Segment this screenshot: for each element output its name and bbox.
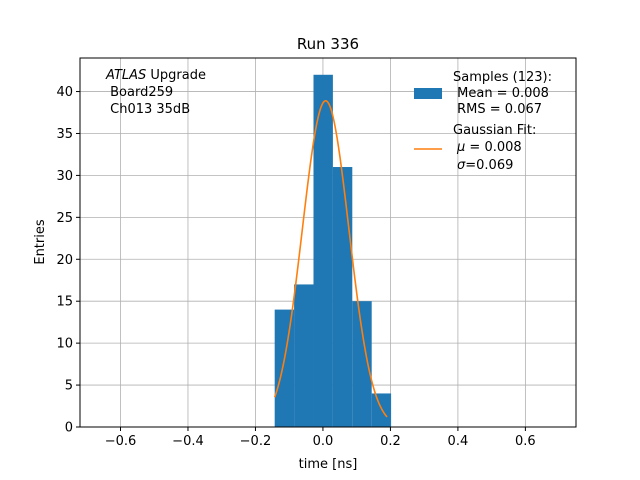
gaussian-fit-curve <box>273 99 388 418</box>
legend-sigma-value: =0.069 <box>465 158 513 173</box>
x-tick-label: 0.0 <box>313 434 334 449</box>
y-tick-label: 40 <box>56 85 73 100</box>
legend-samples-mean: Mean = 0.008 <box>453 86 549 101</box>
y-tick-label: 0 <box>65 421 73 436</box>
annotation-upgrade: Upgrade <box>146 68 206 83</box>
annotation-line-1: ATLAS Upgrade <box>105 68 206 83</box>
x-tick-label: 0.6 <box>515 434 536 449</box>
x-axis-label: time [ns] <box>299 457 358 472</box>
legend-sigma-symbol: σ <box>457 158 466 173</box>
histogram-bar <box>332 167 353 428</box>
x-tick-label: 0.4 <box>448 434 469 449</box>
y-tick-label: 25 <box>56 211 73 226</box>
plot-frame <box>79 57 577 428</box>
y-axis-ticks: 0 5 10 15 20 25 30 35 40 <box>56 85 80 436</box>
atlas-annotation: ATLAS Upgrade Board259 Ch013 35dB <box>105 68 206 117</box>
y-tick-label: 15 <box>56 295 73 310</box>
x-tick-label: −0.6 <box>105 434 137 449</box>
histogram-bar <box>313 74 333 427</box>
chart-title: Run 336 <box>297 35 359 53</box>
y-tick-label: 5 <box>65 379 73 394</box>
legend-samples-rms: RMS = 0.067 <box>453 102 542 117</box>
x-tick-label: −0.4 <box>172 434 204 449</box>
x-axis-ticks: −0.6 −0.4 −0.2 0.0 0.2 0.4 0.6 <box>105 427 536 449</box>
legend-fit-title: Gaussian Fit: <box>453 123 536 138</box>
histogram-bar <box>352 301 372 427</box>
legend-mu-value: = 0.008 <box>465 140 521 155</box>
y-axis-label: Entries <box>33 219 48 265</box>
y-tick-label: 20 <box>56 253 73 268</box>
annotation-line-3: Ch013 35dB <box>106 102 190 117</box>
y-tick-label: 35 <box>56 127 73 142</box>
legend-fit-sigma: σ=0.069 <box>457 158 513 173</box>
histogram-bar <box>371 393 392 427</box>
annotation-line-2: Board259 <box>106 85 173 100</box>
legend-samples-swatch <box>414 88 442 99</box>
histogram-bar <box>294 284 314 427</box>
legend-fit-mu: μ = 0.008 <box>456 140 522 155</box>
annotation-atlas: ATLAS <box>105 68 146 83</box>
y-tick-label: 30 <box>56 169 73 184</box>
x-tick-label: −0.2 <box>240 434 272 449</box>
histogram-bars <box>274 74 392 428</box>
gaussian-fit <box>273 99 388 418</box>
legend-mu-symbol: μ <box>456 140 465 155</box>
y-tick-label: 10 <box>56 337 73 352</box>
x-tick-label: 0.2 <box>380 434 401 449</box>
legend: Samples (123): Mean = 0.008 RMS = 0.067 … <box>414 70 552 173</box>
legend-samples-title: Samples (123): <box>453 70 552 85</box>
histogram-bar <box>274 309 295 427</box>
